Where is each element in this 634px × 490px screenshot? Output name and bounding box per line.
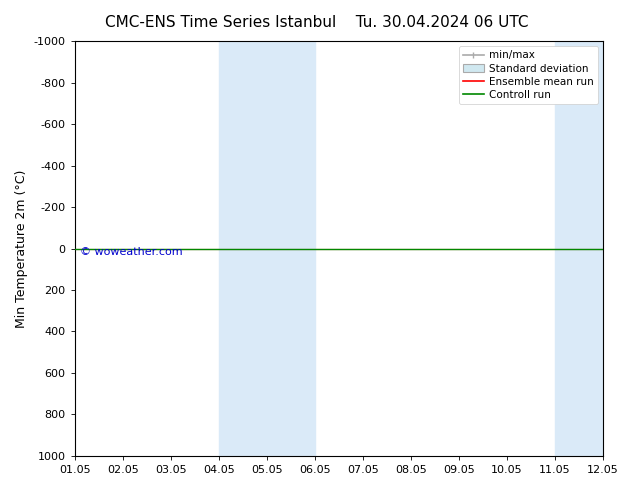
Legend: min/max, Standard deviation, Ensemble mean run, Controll run: min/max, Standard deviation, Ensemble me…: [459, 46, 598, 104]
Bar: [555, 41, 634, 456]
Y-axis label: Min Temperature 2m (°C): Min Temperature 2m (°C): [15, 170, 28, 328]
Text: © woweather.com: © woweather.com: [80, 247, 183, 257]
Bar: [219, 41, 315, 456]
Text: CMC-ENS Time Series Istanbul    Tu. 30.04.2024 06 UTC: CMC-ENS Time Series Istanbul Tu. 30.04.2…: [105, 15, 529, 30]
